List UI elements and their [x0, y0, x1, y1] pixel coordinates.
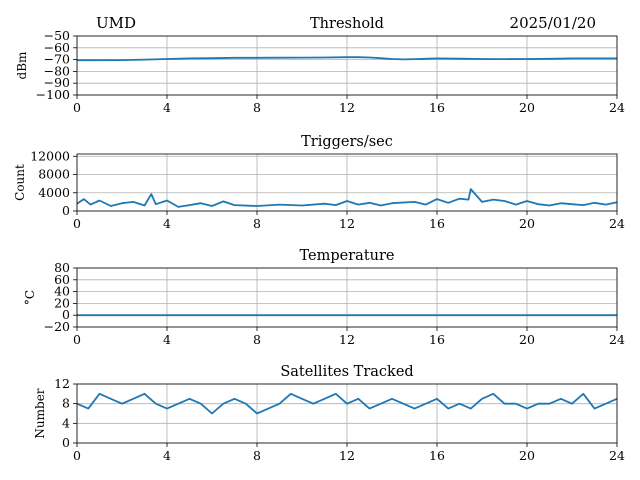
x-tick-label: 20 [519, 332, 535, 347]
x-tick-label: 4 [163, 216, 171, 231]
panel-1: 0 4 8 12 16 20 24 −100−90−80−70−60−50 Threshold d… [15, 16, 625, 115]
y-tick-label: −80 [44, 63, 70, 78]
x-tick-label: 16 [429, 100, 445, 115]
panel-title: Temperature [300, 248, 395, 264]
x-tick-label: 24 [609, 448, 625, 463]
y-tick-label: 60 [54, 272, 70, 287]
panel-title: Satellites Tracked [280, 364, 413, 380]
y-tick-label: 0 [62, 307, 70, 322]
y-tick-label: 4 [62, 415, 70, 430]
panel-title: Triggers/sec [301, 134, 393, 150]
y-tick-label: 12 [54, 376, 70, 391]
x-tick-label: 8 [253, 100, 261, 115]
x-tick-label: 12 [339, 216, 355, 231]
x-tick-label: 24 [609, 332, 625, 347]
y-tick-label: −60 [44, 40, 70, 55]
y-tick-label: 12000 [30, 148, 70, 163]
x-tick-label: 24 [609, 100, 625, 115]
y-tick-label: −50 [44, 28, 70, 43]
y-axis-label: Count [13, 164, 27, 201]
x-tick-label: 0 [73, 332, 81, 347]
series-line [76, 392, 618, 415]
x-tick-label: 8 [253, 332, 261, 347]
header-right: 2025/01/20 [510, 14, 596, 32]
x-tick-label: 0 [73, 100, 81, 115]
panel-title: Threshold [310, 16, 384, 32]
x-tick-label: 20 [519, 216, 535, 231]
y-tick-label: −90 [44, 75, 70, 90]
y-tick-label: 4000 [38, 185, 70, 200]
y-axis-label: °C [23, 290, 37, 305]
x-tick-label: 12 [339, 332, 355, 347]
x-tick-label: 12 [339, 448, 355, 463]
x-tick-label: 16 [429, 332, 445, 347]
x-tick-label: 8 [253, 216, 261, 231]
x-tick-label: 4 [163, 448, 171, 463]
y-tick-label: 40 [54, 284, 70, 299]
y-tick-label: 8000 [38, 167, 70, 182]
header-left: UMD [96, 14, 136, 32]
x-tick-label: 4 [163, 332, 171, 347]
y-tick-label: 80 [54, 260, 70, 275]
series-line [76, 188, 618, 208]
y-tick-label: 0 [62, 435, 70, 450]
x-tick-label: 0 [73, 448, 81, 463]
y-tick-label: 0 [62, 203, 70, 218]
x-tick-label: 8 [253, 448, 261, 463]
x-tick-label: 20 [519, 100, 535, 115]
y-tick-label: −20 [44, 319, 70, 334]
panels: 0 4 8 12 16 20 24 −100−90−80−70−60−50 Threshold d… [13, 16, 625, 463]
panel-4: 0 4 8 12 16 20 24 0 4 8 12 Satellites Tracked Number [33, 364, 625, 463]
x-tick-label: 16 [429, 448, 445, 463]
x-tick-label: 4 [163, 100, 171, 115]
series-line [77, 56, 617, 62]
x-tick-label: 16 [429, 216, 445, 231]
y-tick-label: 20 [54, 295, 70, 310]
y-tick-label: −100 [36, 87, 70, 102]
panel-2: 0 4 8 12 16 20 24 0 4000 8000 12000 Triggers/sec Cou… [13, 134, 625, 231]
x-tick-label: 24 [609, 216, 625, 231]
y-tick-label: −70 [44, 52, 70, 67]
y-axis-label: Number [33, 388, 47, 438]
x-tick-label: 0 [73, 216, 81, 231]
x-tick-label: 20 [519, 448, 535, 463]
y-tick-label: 8 [62, 396, 70, 411]
y-axis-label: dBm [15, 51, 29, 80]
x-tick-label: 12 [339, 100, 355, 115]
